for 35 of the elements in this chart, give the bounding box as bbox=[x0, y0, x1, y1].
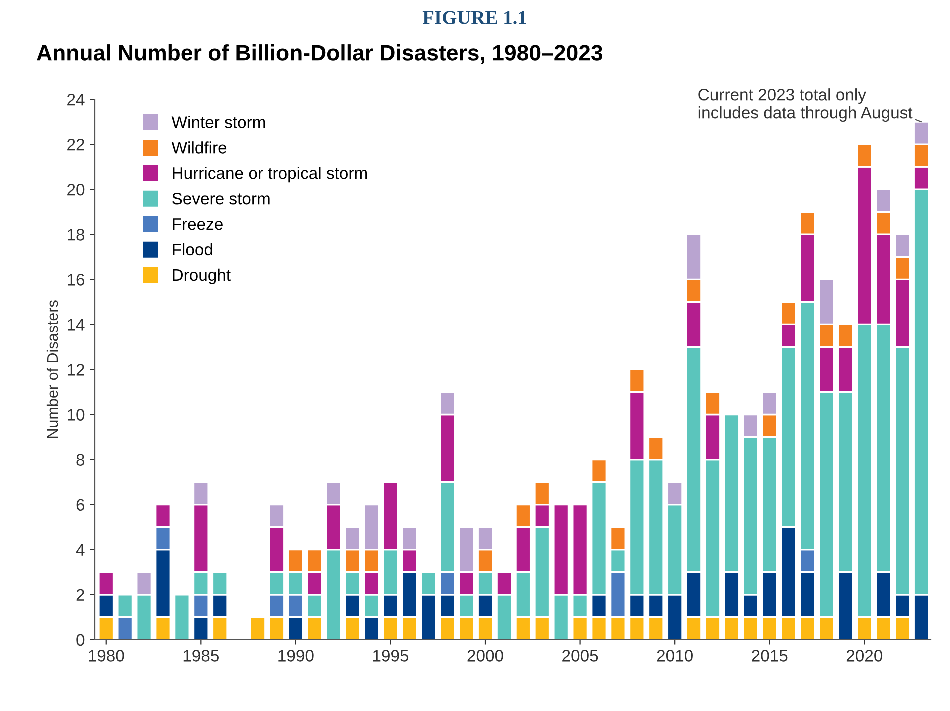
y-tick-label: 2 bbox=[76, 589, 84, 601]
x-tick-label: 1985 bbox=[184, 650, 219, 662]
x-tick-label: 1995 bbox=[373, 650, 409, 662]
y-tick-label: 20 bbox=[68, 184, 85, 196]
y-tick-label: 12 bbox=[68, 364, 84, 376]
x-tick-label: 1980 bbox=[89, 650, 124, 662]
x-tick-label: 2005 bbox=[562, 650, 598, 662]
x-tick-label: 1990 bbox=[278, 650, 314, 662]
y-tick-label: 6 bbox=[76, 499, 85, 512]
bar bbox=[250, 616, 266, 640]
y-tick-label: 18 bbox=[68, 229, 85, 241]
y-tick-label: 0 bbox=[76, 634, 85, 646]
y-axis-title: Number of Disasters bbox=[46, 300, 58, 438]
legend-label: Flood bbox=[173, 243, 212, 256]
annotation: Current 2023 total only includes data through August bbox=[698, 88, 913, 122]
legend-label: Hurricane or tropical storm bbox=[173, 167, 368, 183]
y-tick-label: 22 bbox=[68, 138, 84, 151]
legend-label: Severe storm bbox=[172, 192, 270, 205]
x-tick-label: 2020 bbox=[846, 650, 883, 662]
x-tick-label: 2010 bbox=[657, 650, 693, 662]
legend-label: Freeze bbox=[173, 218, 223, 230]
legend-label: Wildfire bbox=[172, 142, 227, 154]
legend-label: Winter storm bbox=[172, 116, 266, 128]
legend-label: Drought bbox=[173, 268, 231, 284]
y-tick-label: 8 bbox=[76, 454, 85, 466]
y-tick-label: 10 bbox=[68, 409, 85, 421]
caption: FIGURE 1.1 bbox=[422, 11, 526, 24]
chart-title: Annual Number of Billion-Dollar Disasters, 1980–2023 bbox=[37, 44, 603, 64]
y-tick-label: 4 bbox=[76, 544, 85, 556]
bar bbox=[174, 594, 190, 640]
y-tick-label: 16 bbox=[68, 274, 85, 286]
y-tick-label: 24 bbox=[68, 94, 85, 106]
x-tick-label: 2015 bbox=[752, 650, 788, 662]
x-tick-label: 2000 bbox=[468, 650, 504, 662]
y-tick-label: 14 bbox=[68, 319, 85, 331]
